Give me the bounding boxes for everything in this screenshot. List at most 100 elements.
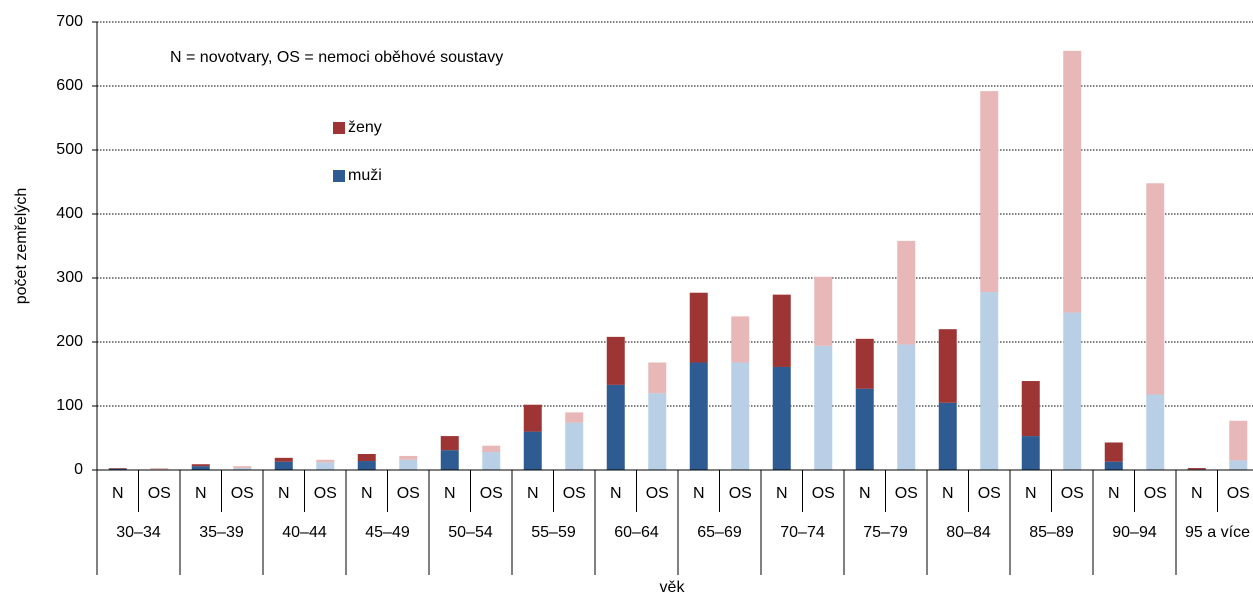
group-label: 85–89 [1029,524,1074,541]
group-label: 90–94 [1112,524,1157,541]
y-tick-label: 400 [56,205,83,222]
bar-segment [648,362,667,394]
y-tick-label: 300 [56,269,83,286]
x-tick-label: N [527,485,539,502]
bar-segment [606,384,625,470]
bar-segment [1021,436,1040,470]
x-tick-label: N [195,485,207,502]
x-tick-label: OS [563,485,586,502]
y-axis-label: počet zemřelých [13,188,30,305]
x-tick-label: N [278,485,290,502]
legend-label: muži [348,167,382,184]
x-tick-label: N [112,485,124,502]
bar-segment [772,294,791,367]
bar-segment [938,329,957,403]
group-label: 30–34 [116,524,161,541]
bar-segment [1063,312,1082,470]
legend-swatch [333,170,345,182]
y-tick-label: 700 [56,13,83,30]
x-tick-label: N [942,485,954,502]
bar-segment [938,402,957,470]
bar-segment [565,422,584,470]
bar-segment [233,466,252,469]
bar-segment [980,91,999,293]
bar-segment [1229,420,1248,461]
bar-segment [1104,461,1123,470]
bar-segment [191,466,210,470]
x-tick-label: OS [812,485,835,502]
y-tick-label: 500 [56,141,83,158]
bar-segment [1021,381,1040,437]
y-tick-label: 600 [56,77,83,94]
bar-segment [523,431,542,470]
y-tick-label: 200 [56,333,83,350]
bar-segment [274,461,293,470]
bar-segment [897,344,916,470]
x-tick-label: OS [729,485,752,502]
bar-segment [482,445,501,453]
x-tick-label: N [1025,485,1037,502]
x-tick-label: N [693,485,705,502]
bar-segment [440,450,459,470]
x-tick-label: N [776,485,788,502]
legend-label: ženy [348,119,382,136]
bar-segment [1229,460,1248,470]
bar-segment [357,454,376,462]
group-label: 50–54 [448,524,493,541]
bar-segment [233,468,252,470]
bar-segment [731,362,750,470]
bar-segment [648,393,667,470]
bar-segment [399,455,418,460]
bar-segment [855,388,874,470]
bar-segment [274,457,293,462]
bar-segment [1146,183,1165,395]
x-tick-label: OS [314,485,337,502]
bar-segment [482,452,501,470]
bar-segment [191,464,210,467]
y-tick-label: 100 [56,397,83,414]
bar-segment [523,404,542,432]
x-tick-label: N [361,485,373,502]
group-label: 75–79 [863,524,908,541]
group-label: 40–44 [282,524,327,541]
annotation: N = novotvary, OS = nemoci oběhové soust… [170,49,503,66]
group-label: 35–39 [199,524,244,541]
bar-segment [689,362,708,470]
bar-segment [1104,442,1123,462]
x-tick-label: OS [148,485,171,502]
bar-segment [814,345,833,470]
bar-segment [440,436,459,451]
x-tick-label: OS [978,485,1001,502]
bar-segment [150,468,169,470]
x-tick-label: N [1108,485,1120,502]
group-label: 55–59 [531,524,576,541]
bar-segment [772,366,791,470]
bar-segment [606,336,625,385]
group-label: 95 a více [1185,524,1250,541]
x-tick-label: OS [231,485,254,502]
bar-segment [1146,394,1165,470]
x-tick-label: N [444,485,456,502]
bar-segment [897,240,916,345]
bar-segment [108,468,127,469]
group-label: 60–64 [614,524,659,541]
bar-segment [357,461,376,470]
group-label: 65–69 [697,524,742,541]
group-label: 70–74 [780,524,825,541]
x-tick-label: N [859,485,871,502]
x-tick-label: OS [1061,485,1084,502]
y-tick-label: 0 [74,461,83,478]
x-tick-label: N [610,485,622,502]
x-tick-label: N [1191,485,1203,502]
x-tick-label: OS [1227,485,1250,502]
bar-segment [1063,50,1082,313]
bar-segment [316,462,335,470]
bar-segment [980,292,999,470]
x-tick-label: OS [397,485,420,502]
x-axis-label: věk [660,579,686,596]
x-tick-label: OS [1144,485,1167,502]
x-tick-label: OS [646,485,669,502]
bar-segment [731,316,750,363]
bar-segment [108,468,127,470]
bar-segment [1187,468,1206,470]
